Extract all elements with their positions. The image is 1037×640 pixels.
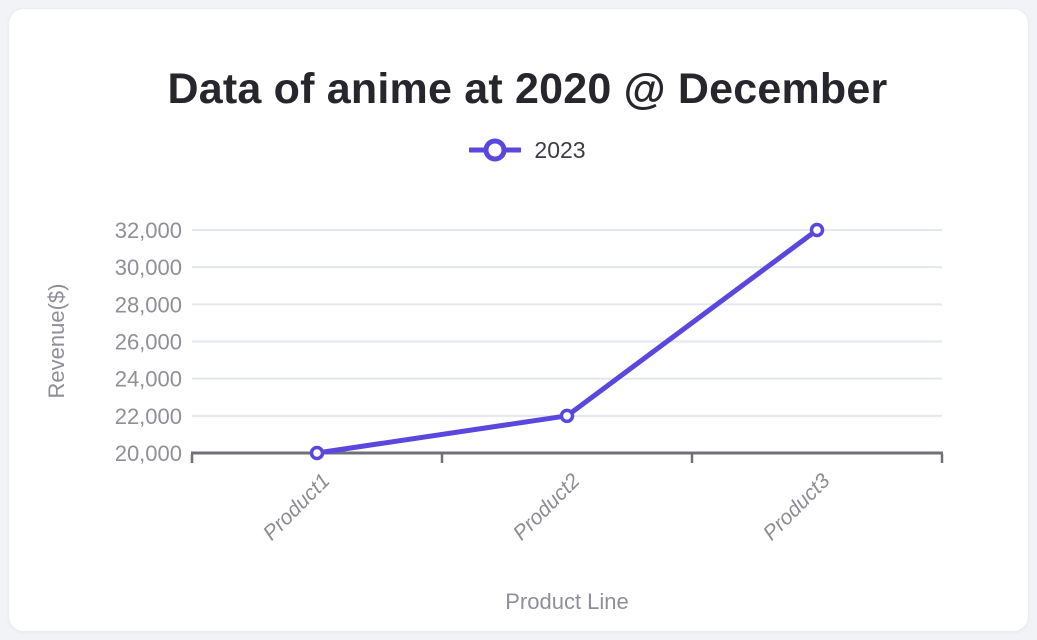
chart-title: Data of anime at 2020 @ December: [167, 64, 888, 113]
x-axis-title: Product Line: [505, 589, 629, 614]
y-axis-title: Revenue($): [44, 283, 69, 399]
legend-label: 2023: [534, 136, 586, 163]
data-point-marker[interactable]: [809, 222, 825, 238]
legend-line-marker-icon: [469, 138, 522, 162]
legend-item-2023[interactable]: 2023: [469, 136, 586, 164]
data-point-marker[interactable]: [309, 445, 325, 461]
legend: 2023: [18, 136, 1037, 164]
data-point-marker[interactable]: [559, 408, 575, 424]
